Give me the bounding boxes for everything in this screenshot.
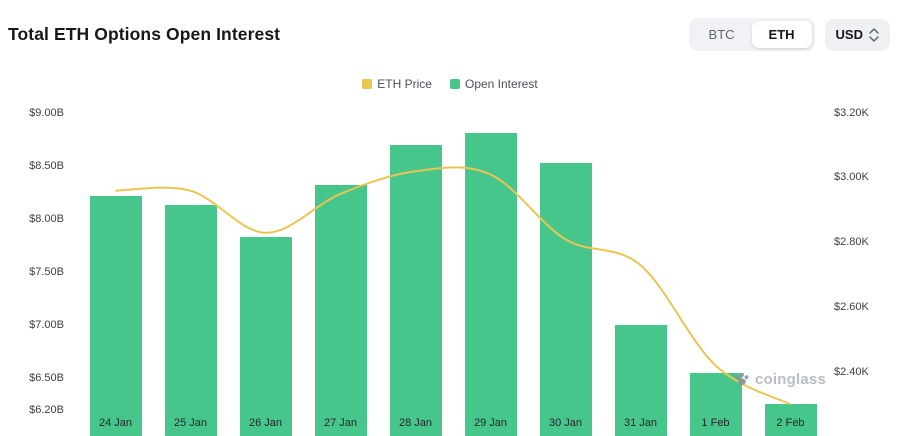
x-axis-label: 29 Jan [473,417,508,429]
left-axis-tick: $8.50B [29,159,64,172]
x-axis-label: 28 Jan [398,417,433,429]
right-axis-tick: $2.80K [834,236,869,248]
left-axis-tick: $7.50B [29,265,64,278]
coinglass-paw-logo-icon [733,370,751,388]
header-controls: BTC ETH USD [688,18,890,51]
legend-label-open-interest: Open Interest [464,77,538,91]
x-axis-label: 1 Feb [701,417,730,429]
legend-item-open-interest[interactable]: Open Interest [449,77,538,91]
eth-toggle-button[interactable]: ETH [751,21,812,48]
legend-label-eth-price: ETH Price [377,77,432,91]
x-axis-label: 2 Feb [776,417,805,429]
open-interest-bar [89,195,142,436]
legend-item-eth-price[interactable]: ETH Price [362,77,432,91]
left-axis-tick: $7.00B [29,318,64,331]
btc-toggle-button[interactable]: BTC [692,21,752,48]
eth-price-swatch-icon [362,79,373,89]
legend: ETH Price Open Interest [0,77,900,91]
left-axis-tick: $6.20B [29,403,64,416]
x-axis-label: 27 Jan [323,417,358,429]
chevron-up-down-icon [869,27,879,43]
page-title: Total ETH Options Open Interest [8,24,281,44]
open-interest-bar [164,205,217,436]
x-axis-label: 26 Jan [248,417,283,429]
right-axis-tick: $3.00K [834,171,869,184]
left-axis-tick: $9.00B [29,106,64,119]
open-interest-bar [464,133,517,436]
header: Total ETH Options Open Interest BTC ETH … [8,18,890,51]
open-interest-bar [539,162,592,436]
open-interest-bar [764,403,817,436]
right-axis-tick: $2.40K [834,365,869,378]
currency-label: USD [835,27,863,42]
x-axis-label: 30 Jan [548,417,583,429]
left-axis-tick: $6.50B [29,371,64,384]
open-interest-bar [389,144,442,436]
open-interest-bar [239,237,292,436]
eth-price-line [115,166,791,406]
right-axis-tick: $3.20K [834,106,869,119]
x-axis-label: 25 Jan [173,417,208,429]
open-interest-bar [314,185,367,436]
x-axis-label: 31 Jan [623,417,658,429]
x-axis-label: 24 Jan [98,417,133,429]
watermark-text: coinglass [755,370,826,388]
left-axis-tick: $8.00B [29,212,64,225]
open-interest-swatch-icon [449,79,460,89]
coinglass-watermark: coinglass [733,370,826,388]
right-axis-tick: $2.60K [834,300,869,313]
coin-toggle: BTC ETH [688,18,815,51]
currency-dropdown-button[interactable]: USD [824,18,890,51]
